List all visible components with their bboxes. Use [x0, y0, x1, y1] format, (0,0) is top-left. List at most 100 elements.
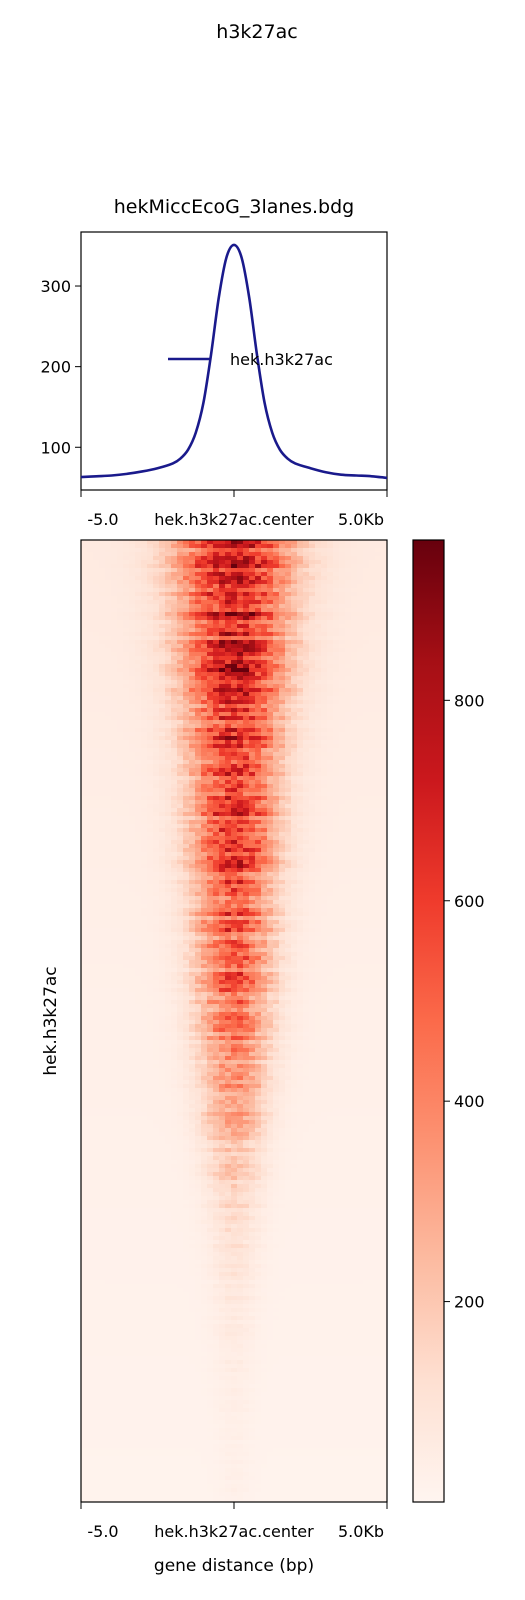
heatmap-cell — [225, 776, 232, 781]
profile-y-tick-label: 100 — [40, 438, 71, 457]
heatmap-cell — [363, 548, 370, 553]
heatmap-cell — [141, 612, 148, 617]
heatmap-cell — [195, 912, 202, 917]
heatmap-cell — [159, 720, 166, 725]
heatmap-cell — [279, 660, 286, 665]
heatmap-cell — [177, 660, 184, 665]
heatmap-cell — [81, 608, 88, 613]
heatmap-cell — [207, 744, 214, 749]
heatmap-cell — [243, 784, 250, 789]
heatmap-cell — [267, 868, 274, 873]
heatmap-cell — [135, 548, 142, 553]
heatmap-cell — [291, 864, 298, 869]
heatmap-cell — [285, 544, 292, 549]
heatmap-cell — [369, 556, 376, 561]
heatmap-cell — [267, 760, 274, 765]
heatmap-cell — [213, 908, 220, 913]
heatmap-cell — [375, 804, 382, 809]
heatmap-cell — [339, 916, 346, 921]
heatmap-cell — [231, 792, 238, 797]
heatmap-cell — [183, 732, 190, 737]
heatmap-cell — [315, 688, 322, 693]
heatmap-cell — [219, 732, 226, 737]
heatmap-cell — [327, 644, 334, 649]
heatmap-cell — [351, 900, 358, 905]
heatmap-row — [81, 708, 387, 713]
heatmap-cell — [87, 912, 94, 917]
heatmap-cell — [357, 788, 364, 793]
heatmap-row — [81, 712, 387, 717]
heatmap-cell — [171, 860, 178, 865]
heatmap-cell — [369, 604, 376, 609]
heatmap-cell — [267, 696, 274, 701]
heatmap-cell — [363, 656, 370, 661]
heatmap-cell — [291, 752, 298, 757]
heatmap-cell — [213, 564, 220, 569]
heatmap-cell — [105, 648, 112, 653]
heatmap-cell — [123, 808, 130, 813]
heatmap-cell — [129, 576, 136, 581]
heatmap-cell — [363, 808, 370, 813]
heatmap-cell — [255, 628, 262, 633]
heatmap-cell — [369, 668, 376, 673]
heatmap-cell — [159, 700, 166, 705]
heatmap-cell — [357, 908, 364, 913]
heatmap-cell — [213, 724, 220, 729]
heatmap-cell — [207, 624, 214, 629]
heatmap-cell — [285, 768, 292, 773]
heatmap-cell — [201, 584, 208, 589]
heatmap-cell — [327, 588, 334, 593]
heatmap-row — [81, 784, 387, 789]
heatmap-cell — [147, 636, 154, 641]
heatmap-cell — [321, 768, 328, 773]
heatmap-cell — [285, 744, 292, 749]
heatmap-cell — [129, 824, 136, 829]
heatmap-cell — [87, 780, 94, 785]
heatmap-cell — [237, 840, 244, 845]
heatmap-cell — [291, 824, 298, 829]
heatmap-cell — [267, 672, 274, 677]
heatmap-cell — [123, 904, 130, 909]
heatmap-cell — [339, 540, 346, 545]
heatmap-cell — [249, 872, 256, 877]
heatmap-cell — [363, 560, 370, 565]
heatmap-cell — [297, 700, 304, 705]
heatmap-cell — [339, 740, 346, 745]
heatmap-cell — [321, 732, 328, 737]
heatmap-cell — [111, 808, 118, 813]
heatmap-cell — [231, 776, 238, 781]
heatmap-cell — [339, 788, 346, 793]
heatmap-cell — [351, 552, 358, 557]
heatmap-cell — [273, 716, 280, 721]
heatmap-cell — [321, 636, 328, 641]
heatmap-cell — [333, 544, 340, 549]
heatmap-cell — [189, 844, 196, 849]
heatmap-cell — [219, 908, 226, 913]
heatmap-cell — [117, 896, 124, 901]
heatmap-cell — [213, 832, 220, 837]
heatmap-cell — [117, 912, 124, 917]
heatmap-cell — [309, 632, 316, 637]
heatmap-cell — [129, 628, 136, 633]
heatmap-cell — [291, 880, 298, 885]
heatmap-cell — [93, 592, 100, 597]
heatmap-cell — [189, 780, 196, 785]
heatmap-cell — [261, 664, 268, 669]
heatmap-cell — [135, 596, 142, 601]
heatmap-cell — [303, 640, 310, 645]
heatmap-cell — [309, 792, 316, 797]
heatmap-cell — [273, 908, 280, 913]
heatmap-cell — [375, 664, 382, 669]
heatmap-cell — [81, 592, 88, 597]
heatmap-cell — [231, 760, 238, 765]
heatmap-cell — [363, 796, 370, 801]
heatmap-cell — [219, 560, 226, 565]
heatmap-cell — [303, 872, 310, 877]
heatmap-cell — [279, 732, 286, 737]
heatmap-cell — [285, 704, 292, 709]
heatmap-cell — [135, 772, 142, 777]
heatmap-cell — [321, 864, 328, 869]
heatmap-cell — [117, 808, 124, 813]
heatmap-cell — [201, 760, 208, 765]
heatmap-cell — [249, 752, 256, 757]
